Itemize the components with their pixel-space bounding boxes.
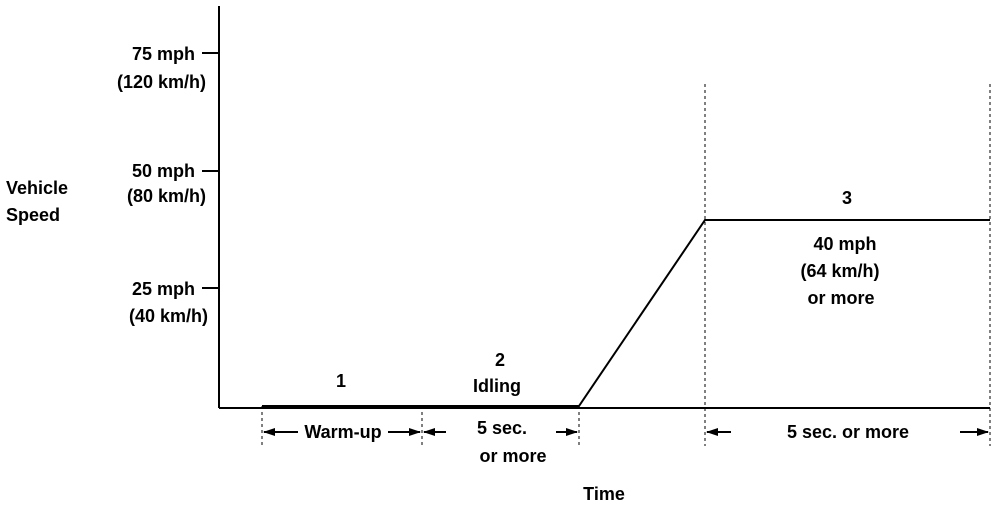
y-tick-label-50-kmh: (80 km/h) <box>127 186 206 206</box>
duration-label-idle-line-2: or more <box>479 446 546 466</box>
speed-profile-line <box>262 219 990 407</box>
duration-label-cruise: 5 sec. or more <box>787 422 909 442</box>
phase-3-desc-line-1: 40 mph <box>813 234 876 254</box>
y-tick-label-50: 50 mph <box>132 161 195 181</box>
phase-3-desc-line-3: or more <box>807 288 874 308</box>
y-tick-label-25: 25 mph <box>132 279 195 299</box>
phase-3-number: 3 <box>842 188 852 208</box>
y-tick-label-75-kmh: (120 km/h) <box>117 72 206 92</box>
y-tick-label-75: 75 mph <box>132 44 195 64</box>
y-tick-label-75-mph: 75 mph <box>132 44 195 64</box>
duration-label-warmup: Warm-up <box>304 422 381 442</box>
phase-2-number: 2 <box>495 350 505 370</box>
y-axis-title: Vehicle Speed <box>6 178 73 225</box>
phase-1-number: 1 <box>336 371 346 391</box>
y-axis-title-line-1: Vehicle <box>6 178 68 198</box>
x-axis-title: Time <box>583 484 625 504</box>
phase-2-description: Idling <box>473 376 521 396</box>
y-axis-title-line-2: Speed <box>6 205 60 225</box>
y-tick-label-25-kmh: (40 km/h) <box>129 306 208 326</box>
duration-label-idle-line-1: 5 sec. <box>477 418 527 438</box>
phase-3-desc-line-2: (64 km/h) <box>800 261 879 281</box>
